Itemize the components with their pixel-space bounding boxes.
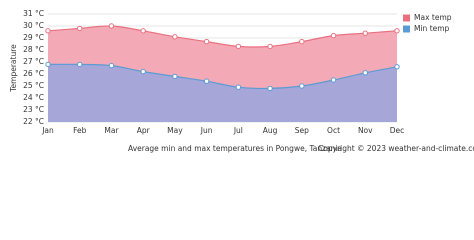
y-axis-title: Temperature [9,44,18,93]
x-tick-label: Mar [104,126,119,135]
y-tick-label: 22 °C [23,117,44,126]
caption: Average min and max temperatures in Pong… [128,144,342,153]
x-tick-label: Sep [295,126,309,135]
point [45,28,51,34]
point [77,25,83,32]
y-tick-label: 28 °C [23,45,44,54]
legend-swatch [403,14,410,22]
y-tick-label: 26 °C [23,69,44,78]
point [108,62,115,69]
y-tick-label: 24 °C [23,93,44,102]
point [172,34,178,40]
legend-swatch [403,25,410,33]
chart: Temperature Average min and max temperat… [9,9,474,153]
x-tick-label: Jan [41,126,54,135]
point [330,32,337,39]
y-tick-label: 25 °C [23,81,44,90]
point [267,43,273,50]
legend-label: Min temp [414,24,450,33]
x-tick-label: Jun [200,126,213,135]
point [235,43,242,50]
x-tick-label: Feb [73,126,87,135]
point [203,38,210,45]
point [299,83,305,89]
point [108,23,115,29]
x-tick-label: Oct [327,126,340,135]
point [203,78,210,84]
point [172,73,178,80]
point [140,28,146,34]
point [299,38,305,45]
x-tick-label: Apr [137,126,151,135]
point [394,28,400,34]
point [362,30,368,36]
point [140,68,146,75]
y-tick-label: 30 °C [23,21,44,30]
point [77,61,83,68]
point [394,64,400,70]
y-tick-label: 27 °C [23,57,44,66]
x-tick-label: Jul [233,126,243,135]
x-tick-label: Dec [390,126,405,135]
x-tick-label: Nov [358,126,373,135]
x-tick-label: Aug [263,126,278,135]
y-tick-label: 29 °C [23,33,44,42]
point [362,70,368,76]
copyright: Copyright © 2023 weather-and-climate.com [318,144,474,153]
area [48,64,397,122]
y-tick-label: 31 °C [23,9,44,18]
point [235,84,242,90]
y-tick-label: 23 °C [23,105,44,114]
point [330,77,337,83]
legend-label: Max temp [414,13,452,22]
point [45,61,51,68]
x-tick-label: May [167,126,183,135]
point [267,85,273,92]
